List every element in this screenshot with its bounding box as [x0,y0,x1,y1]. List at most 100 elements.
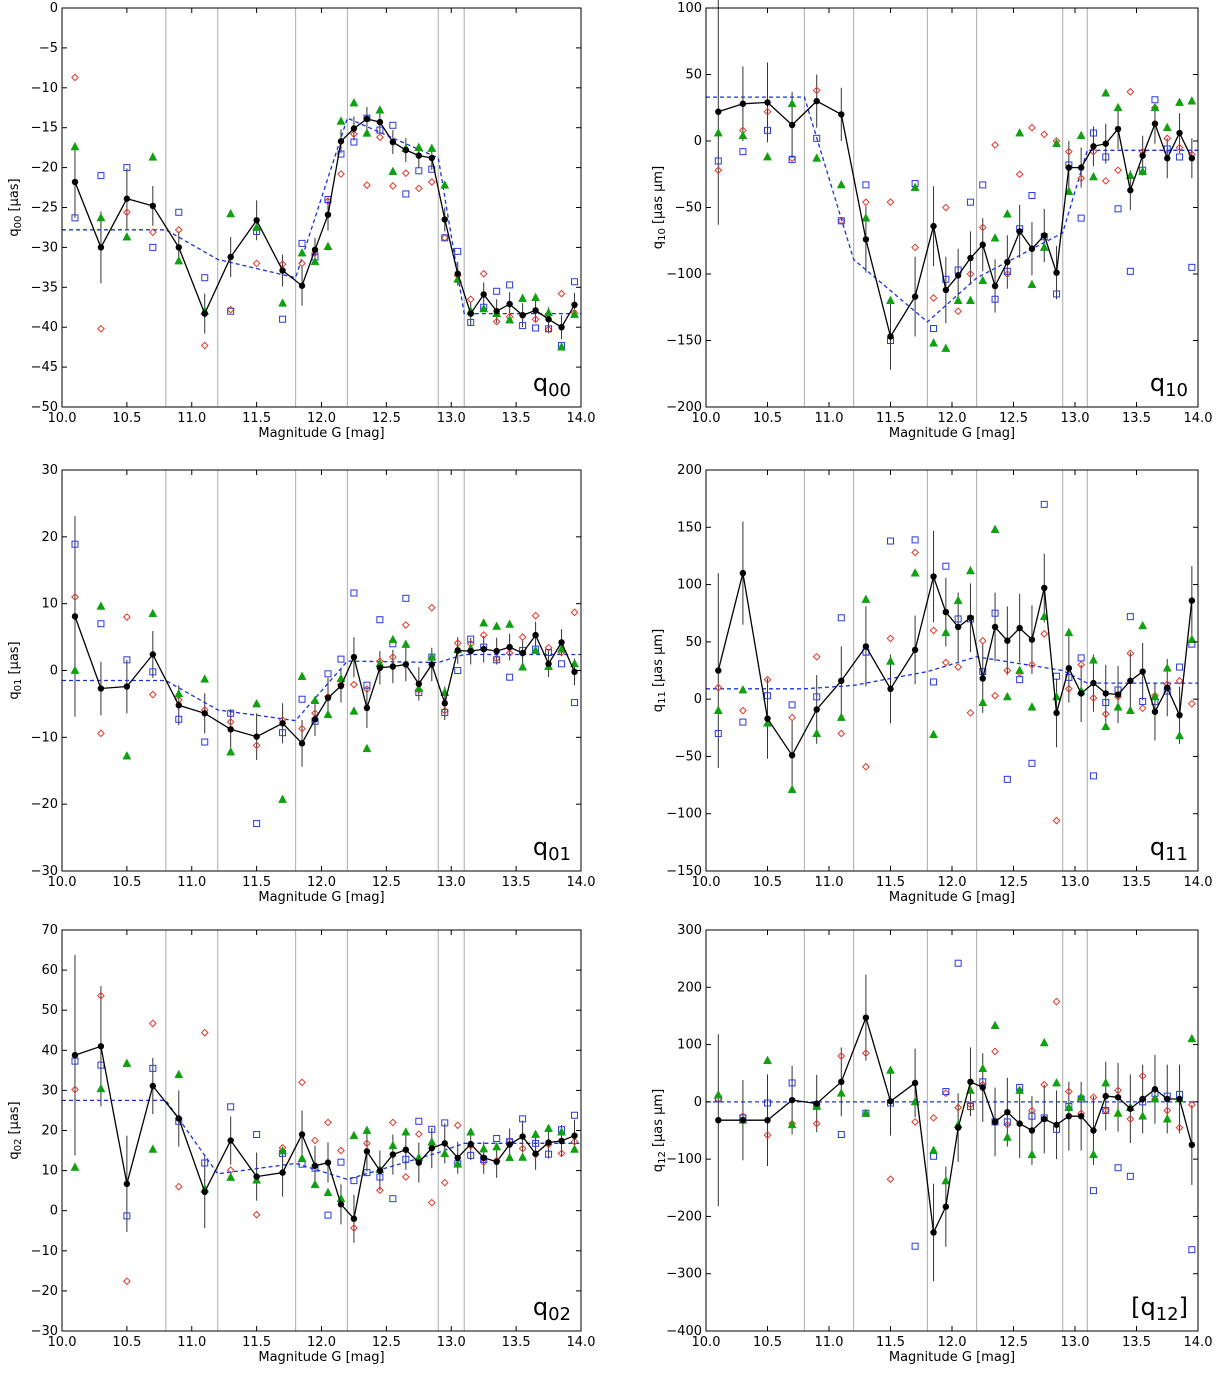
green-triangle-marker [479,303,489,313]
blue-square-marker [764,692,771,700]
green-triangle-marker [738,130,748,140]
fit-point [480,291,487,298]
red-diamond-marker [337,170,345,178]
green-triangle-marker [990,233,1000,242]
red-diamond-marker [1126,1115,1135,1123]
red-diamond-marker [414,184,423,193]
red-diamond-marker [122,613,131,621]
fit-point [532,307,539,314]
fit-point [715,667,722,674]
fit-point [1028,636,1036,643]
y-axis-label: q12 [μas μm] [651,1089,668,1172]
x-tick-label: 10.5 [753,1335,782,1350]
blue-square-marker [930,1152,938,1160]
blue-square-marker [1188,263,1196,271]
blue-square-marker [887,537,894,545]
green-triangle-marker [297,247,307,257]
green-triangle-marker [518,662,528,671]
fit-point [571,1132,578,1139]
blue-square-marker [930,325,938,333]
green-triangle-marker [252,222,262,231]
x-tick-label: 11.5 [876,411,905,426]
green-triangle-marker [1088,1149,1098,1158]
green-triangle-marker [310,256,320,266]
fit-point [279,1169,286,1176]
plot-frame [705,469,1199,872]
x-tick-label: 11.0 [177,1335,206,1350]
fit-point [350,653,358,661]
x-tick-label: 11.5 [242,411,271,426]
blue-square-marker [1102,1106,1110,1114]
red-diamond-marker [71,1085,79,1094]
blue-square-marker [1089,129,1097,137]
green-triangle-marker [349,1130,359,1140]
green-triangle-marker [466,1127,476,1136]
blue-square-marker [739,148,747,156]
blue-square-marker [1114,1164,1122,1172]
x-tick-label: 10.0 [692,411,721,426]
red-diamond-marker [1003,270,1012,278]
fit-point [428,154,435,162]
x-tick-label: 13.0 [1061,875,1090,890]
fit-point [1139,668,1146,675]
y-tick-label: 40 [41,1043,58,1058]
x-tick-label: 11.5 [876,875,905,890]
blue-square-marker [837,614,845,622]
blue-square-marker [1139,697,1147,705]
blue-square-marker [813,134,821,142]
y-tick-label: 100 [677,1,702,16]
fit-point [862,236,870,243]
red-diamond-marker [1126,649,1135,658]
x-tick-label: 12.5 [999,875,1028,890]
green-triangle-marker [965,295,975,304]
blue-square-marker [1102,153,1110,161]
fit-point [506,1141,513,1148]
red-diamond-marker [148,690,157,699]
blue-square-marker [506,281,514,289]
green-triangle-marker [990,1020,1000,1030]
green-triangle-marker [531,645,541,654]
fit-point [1077,1112,1085,1120]
red-diamond-marker [929,626,938,635]
red-diamond-marker [714,683,723,692]
blue-square-marker [71,540,79,548]
blue-square-marker [545,1150,553,1158]
red-diamond-marker [1187,699,1196,708]
red-diamond-marker [298,1078,306,1087]
fit-point [71,1051,79,1059]
blue-square-marker [253,1131,261,1139]
y-tick-label: 20 [41,530,58,545]
green-triangle-marker [278,298,288,307]
red-diamond-marker [929,294,938,302]
fit-point [887,333,894,340]
fit-point [545,1139,552,1146]
fit-point [71,613,79,620]
x-tick-label: 12.0 [307,875,336,890]
x-axis-label: Magnitude G [mag] [258,890,384,905]
fit-point [1176,129,1183,137]
green-triangle-marker [174,688,184,698]
green-triangle-marker [1015,127,1025,137]
x-tick-label: 14.0 [1184,411,1213,426]
red-diamond-marker [1101,176,1110,185]
green-triangle-marker [362,128,372,137]
blue-square-marker [837,1131,845,1139]
fit-point [298,740,306,747]
fit-point [298,282,306,289]
fit-point [337,138,345,145]
red-diamond-marker [311,1136,319,1145]
fit-point [389,663,397,670]
red-diamond-marker [911,548,920,557]
fit-point [279,267,286,274]
y-tick-label: −20 [31,1284,58,1299]
fit-point [979,675,986,682]
x-tick-label: 11.0 [815,1335,844,1350]
x-tick-label: 11.5 [876,1335,905,1350]
green-triangle-marker [226,208,236,218]
red-diamond-marker [174,225,183,234]
red-diamond-marker [1064,684,1073,693]
x-axis-label: Magnitude G [mag] [889,1350,1015,1365]
fit-point [441,216,448,223]
x-tick-label: 13.5 [1122,1335,1151,1350]
fit-point [363,115,371,123]
